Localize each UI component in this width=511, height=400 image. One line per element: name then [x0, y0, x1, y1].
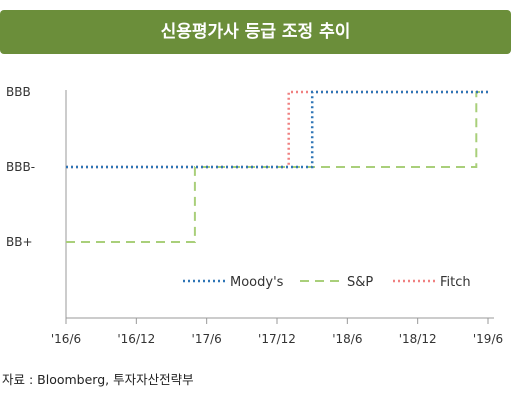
axes — [65, 90, 494, 319]
series-line-fitch — [66, 90, 488, 169]
legend: Moody's S&P Fitch — [183, 275, 471, 290]
legend-label: Moody's — [230, 275, 284, 290]
x-tick-label: '18/6 — [332, 332, 362, 346]
legend-label: Fitch — [440, 275, 471, 290]
chart-title: 신용평가사 등급 조정 추이 — [160, 22, 351, 42]
legend-label: S&P — [347, 275, 373, 290]
y-tick-label: BBB — [6, 85, 31, 99]
x-tick-label: '18/12 — [399, 332, 437, 346]
x-tick-label: '17/12 — [258, 332, 296, 346]
x-tick-label: '19/6 — [473, 332, 503, 346]
source-note: 자료 : Bloomberg, 투자자산전략부 — [2, 372, 194, 387]
x-tick-label: '17/6 — [192, 332, 222, 346]
y-tick-label: BB+ — [6, 235, 33, 249]
x-tick-label: '16/6 — [51, 332, 81, 346]
series-line-sp — [66, 91, 488, 243]
chart-title-banner: 신용평가사 등급 조정 추이 — [0, 10, 511, 54]
series-lines — [66, 90, 488, 243]
x-tick-label: '16/12 — [117, 332, 155, 346]
x-tick-labels: '16/6 '16/12 '17/6 '17/12 '18/6 '18/12 '19/6 — [51, 318, 503, 346]
y-tick-label: BBB- — [6, 160, 35, 174]
y-tick-labels: BB+ BBB- BBB — [6, 85, 35, 249]
series-line-moodys — [66, 90, 488, 169]
